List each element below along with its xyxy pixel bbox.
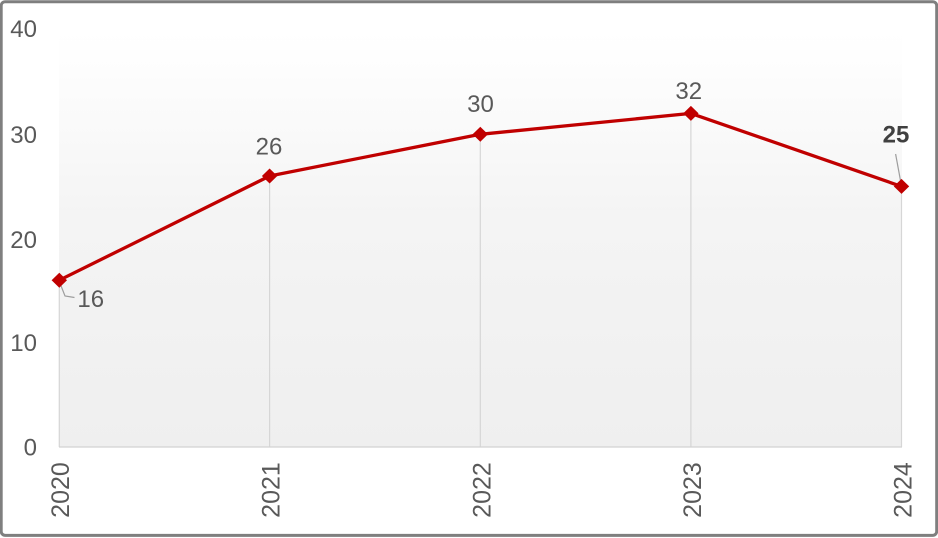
svg-text:10: 10 bbox=[10, 330, 37, 357]
svg-text:30: 30 bbox=[10, 122, 37, 149]
svg-text:32: 32 bbox=[675, 78, 702, 105]
svg-text:2024: 2024 bbox=[890, 462, 918, 518]
svg-text:20: 20 bbox=[10, 227, 37, 254]
svg-text:2022: 2022 bbox=[468, 462, 496, 518]
svg-text:30: 30 bbox=[467, 91, 494, 118]
svg-text:16: 16 bbox=[77, 286, 104, 313]
svg-text:2020: 2020 bbox=[47, 462, 75, 518]
svg-text:2023: 2023 bbox=[679, 462, 707, 518]
svg-text:26: 26 bbox=[256, 134, 283, 161]
svg-text:0: 0 bbox=[24, 434, 37, 461]
svg-text:40: 40 bbox=[10, 16, 37, 43]
svg-text:2021: 2021 bbox=[258, 462, 286, 518]
svg-text:25: 25 bbox=[883, 122, 910, 149]
